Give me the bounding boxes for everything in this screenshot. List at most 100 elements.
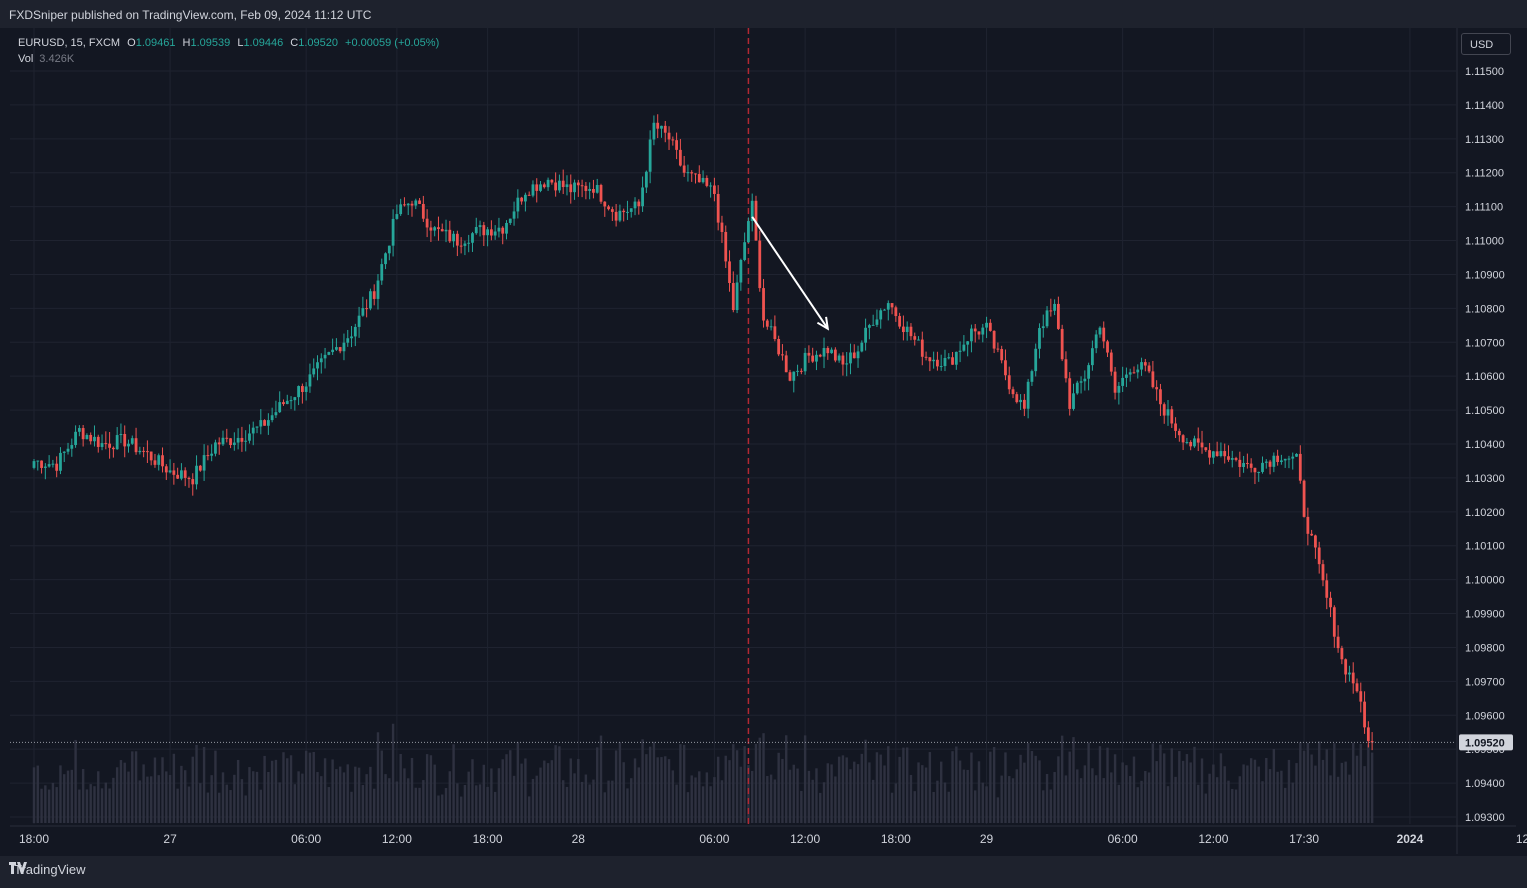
candle-body: [77, 428, 81, 432]
volume-bar: [887, 746, 890, 823]
price-tick-label: 1.10100: [1465, 541, 1505, 553]
volume-bar: [550, 760, 554, 823]
candle-body: [1136, 369, 1140, 373]
volume-bar: [1004, 752, 1007, 823]
price-tick-label: 1.10500: [1465, 405, 1505, 417]
volume-bar: [1011, 778, 1015, 823]
volume-bar: [928, 752, 932, 823]
candle-body: [1314, 535, 1317, 548]
candle-body: [236, 437, 240, 443]
volume-bar: [202, 746, 206, 823]
change-value: +0.00059 (+0.05%): [345, 37, 440, 49]
candle-body: [879, 310, 883, 320]
candle-body: [350, 336, 353, 339]
candle-body: [482, 225, 486, 236]
volume-bar: [1219, 753, 1223, 823]
volume-bar: [671, 770, 675, 823]
candle-body: [134, 438, 138, 453]
tradingview-brand[interactable]: TradingView: [9, 862, 86, 877]
candle-body: [1113, 371, 1117, 393]
volume-bar: [342, 772, 346, 823]
candle-body: [860, 342, 864, 352]
volume-bar: [437, 795, 440, 823]
candle-body: [225, 437, 229, 439]
candle-body: [1302, 480, 1306, 517]
candle-body: [361, 308, 365, 316]
volume-bar: [157, 775, 160, 823]
open-label: O: [127, 37, 136, 49]
volume-bar: [856, 764, 860, 823]
candle-body: [637, 201, 641, 207]
candle-body: [369, 291, 372, 309]
volume-bar: [735, 750, 739, 823]
candle-body: [85, 434, 89, 440]
candle-body: [1245, 463, 1249, 465]
last-price-label: 1.09520: [1465, 737, 1505, 749]
volume-bar: [59, 765, 62, 823]
candle-body: [251, 427, 255, 434]
candle-body: [1200, 442, 1204, 448]
arrow-head: [816, 316, 830, 331]
candle-body: [244, 440, 248, 442]
volume-bar: [758, 737, 761, 823]
volume-bar: [1204, 793, 1207, 823]
candle-body: [970, 328, 973, 342]
volume-bar: [1117, 784, 1121, 823]
candle-body: [505, 222, 508, 234]
time-tick-label: 2024: [1397, 832, 1424, 846]
volume-bar: [354, 766, 357, 823]
chart-area[interactable]: [10, 28, 1516, 854]
volume-bar: [811, 779, 814, 823]
candle-body: [856, 351, 860, 359]
volume-bar: [981, 782, 984, 823]
candle-body: [1147, 365, 1151, 372]
candle-body: [607, 206, 610, 210]
candle-body: [1087, 365, 1091, 379]
candle-body: [123, 434, 127, 447]
price-tick-label: 1.10700: [1465, 337, 1505, 349]
candle-body: [1317, 547, 1321, 565]
volume-bar: [849, 769, 852, 823]
volume-bar: [562, 780, 565, 823]
volume-bar: [100, 788, 104, 823]
candle-body: [59, 452, 62, 471]
candle-body: [285, 400, 289, 405]
volume-bar: [418, 787, 421, 823]
candle-body: [573, 182, 576, 193]
volume-bar: [165, 771, 168, 823]
candle-body: [66, 448, 70, 452]
candle-body: [1106, 341, 1109, 353]
volume-bar: [512, 775, 516, 823]
volume-bar: [535, 775, 538, 823]
candle-body: [440, 229, 444, 232]
candle-body: [595, 184, 599, 193]
candle-body: [395, 214, 399, 219]
candle-body: [365, 308, 369, 310]
volume-bar: [1287, 759, 1291, 823]
candle-body: [81, 428, 85, 440]
volume-bar: [921, 765, 924, 823]
candle-body: [1075, 382, 1079, 394]
volume-bar: [675, 784, 678, 823]
candle-body: [902, 326, 905, 333]
volume-bar: [1098, 746, 1102, 823]
volume-bar: [259, 789, 262, 823]
candle-body: [217, 442, 221, 445]
volume-bar: [373, 788, 376, 823]
candle-body: [391, 218, 395, 246]
candle-body: [1257, 471, 1261, 473]
candle-body: [372, 291, 376, 299]
candle-body: [1325, 580, 1329, 598]
volume-bar: [686, 792, 690, 823]
candle-body: [943, 358, 947, 367]
currency-button[interactable]: USD: [1461, 33, 1511, 55]
candle-body: [826, 348, 830, 354]
volume-bar: [331, 759, 334, 823]
candle-body: [214, 442, 217, 454]
volume-bar: [868, 762, 871, 823]
volume-bar: [1231, 788, 1234, 823]
candle-body: [1332, 607, 1336, 637]
candle-body: [818, 354, 822, 357]
candle-body: [1034, 348, 1038, 372]
